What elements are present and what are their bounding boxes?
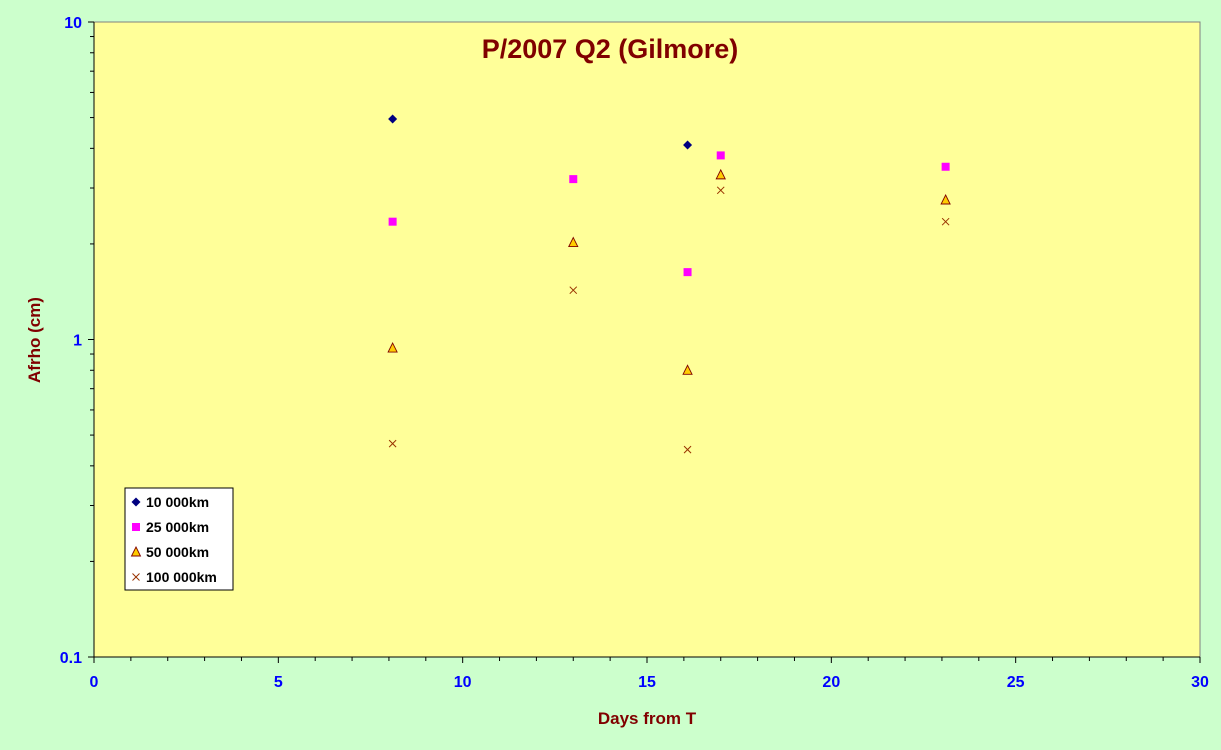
axes: 0 5 10 15 20 25 30 0.1 1 10 (60, 15, 1209, 691)
data-point-x (683, 445, 692, 454)
legend-label: 25 000km (146, 519, 209, 535)
data-point-square (716, 151, 725, 160)
y-tick-label: 0.1 (60, 650, 82, 667)
x-tick-label: 20 (822, 674, 840, 691)
y-axis-title: Afrho (cm) (25, 297, 44, 383)
data-point-triangle (715, 168, 726, 180)
data-point-x (716, 186, 725, 195)
legend: 10 000km 25 000km 50 000km 100 000km (124, 487, 234, 591)
data-point-diamond (388, 114, 398, 124)
data-point-diamond (683, 140, 693, 150)
x-tick-label: 0 (90, 674, 99, 691)
y-tick-label: 10 (64, 15, 82, 32)
legend-marker-diamond (131, 497, 141, 507)
legend-marker-x (132, 573, 140, 581)
x-tick-label: 10 (454, 674, 472, 691)
x-tick-label: 30 (1191, 674, 1209, 691)
data-point-square (683, 268, 692, 277)
data-point-square (388, 217, 397, 226)
data-points (387, 114, 951, 454)
plot-area (93, 21, 1201, 658)
x-tick-label: 25 (1007, 674, 1025, 691)
legend-marker-triangle (130, 545, 142, 557)
x-tick-label: 15 (638, 674, 656, 691)
data-point-square (941, 162, 950, 171)
x-axis-title: Days from T (598, 709, 697, 728)
data-point-square (569, 175, 578, 184)
legend-label: 10 000km (146, 494, 209, 510)
legend-label: 100 000km (146, 569, 217, 585)
y-tick-label: 1 (73, 333, 82, 350)
data-point-triangle (682, 364, 693, 375)
chart-title: P/2007 Q2 (Gilmore) (482, 34, 739, 64)
legend-marker-square (132, 523, 140, 531)
data-point-x (941, 217, 950, 226)
data-point-triangle (387, 342, 398, 353)
data-point-triangle (940, 194, 951, 205)
legend-box (124, 487, 234, 591)
legend-label: 50 000km (146, 544, 209, 560)
data-point-x (388, 439, 397, 448)
data-point-x (569, 286, 578, 295)
x-tick-label: 5 (274, 674, 283, 691)
data-point-triangle (568, 236, 579, 248)
